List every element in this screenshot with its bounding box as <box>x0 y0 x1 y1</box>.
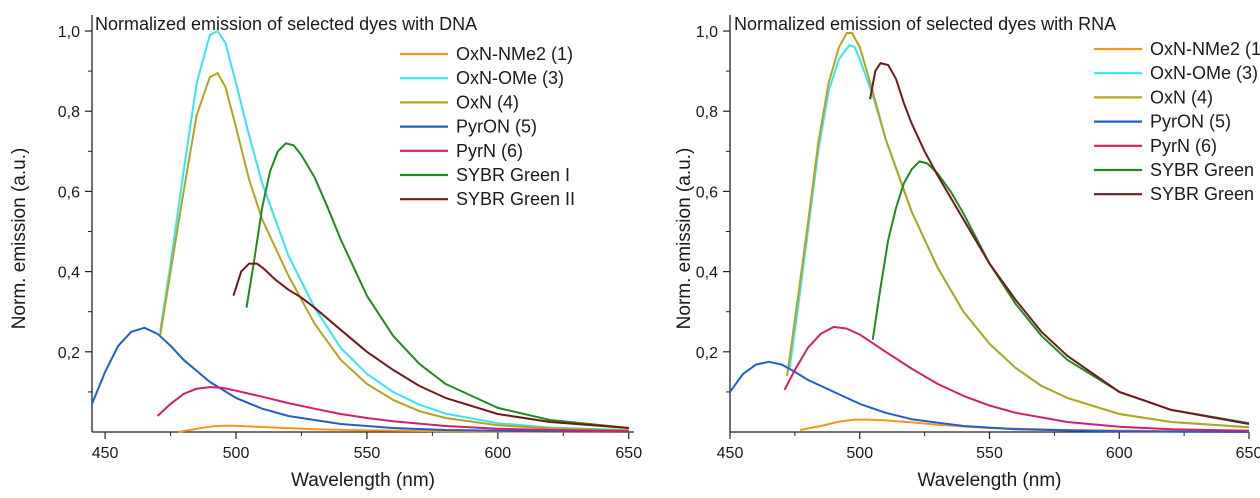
chart-1-series-pyrn-6 <box>156 386 629 433</box>
chart-2-x-tick-label: 600 <box>1106 445 1133 462</box>
chart-2-series-oxn-4 <box>786 32 1250 429</box>
chart-1-legend-label: OxN (4) <box>456 92 519 112</box>
chart-1-series-sybr-green-i <box>245 142 629 429</box>
chart-1-legend-label: SYBR Green II <box>456 189 575 209</box>
chart-2-legend-label: SYBR Green I <box>1150 160 1260 180</box>
chart-1-title: Normalized emission of selected dyes wit… <box>95 14 477 34</box>
chart-1-series-sybr-green-ii <box>232 262 629 429</box>
chart-1-x-tick-label: 650 <box>615 445 642 462</box>
chart-1-x-tick-label: 450 <box>92 445 119 462</box>
chart-1-y-tick-label: 0,6 <box>58 184 80 201</box>
chart-2-series-sybr-green-ii <box>869 62 1250 425</box>
chart-1-x-tick-label: 550 <box>354 445 381 462</box>
chart-2-y-tick-label: 0,4 <box>696 265 718 282</box>
chart-1-series-pyron-5 <box>91 326 629 433</box>
chart-1-y-tick-label: 0,4 <box>58 265 80 282</box>
chart-2-x-tick-label: 650 <box>1236 445 1260 462</box>
chart-2-y-tick-label: 0,6 <box>696 184 718 201</box>
chart-2-title: Normalized emission of selected dyes wit… <box>734 14 1116 34</box>
chart-2-x-axis-label: Wavelength (nm) <box>918 470 1062 491</box>
chart-1-x-axis-label: Wavelength (nm) <box>291 470 435 491</box>
chart-2-y-tick-label: 1,0 <box>696 24 718 41</box>
chart-2-y-tick-label: 0,2 <box>696 345 718 362</box>
chart-2-legend-label: PyrON (5) <box>1150 112 1231 132</box>
chart-1-y-tick-label: 0,8 <box>58 104 80 121</box>
chart-2-legend-label: OxN-OMe (3) <box>1150 63 1258 83</box>
chart-1-legend-label: OxN-OMe (3) <box>456 68 564 88</box>
chart-1-y-axis-label: Norm. emission (a.u.) <box>9 148 30 330</box>
chart-2-legend-label: OxN-NMe2 (1) <box>1150 39 1260 59</box>
chart-1-y-tick-label: 0,2 <box>58 345 80 362</box>
chart-2-series-pyron-5 <box>729 360 1250 433</box>
chart-2-series-sybr-green-i <box>871 160 1250 425</box>
chart-2: 450 500 550 600 650 0,2 0,4 0,6 0,8 1,0 OxN-NMe2 (… <box>674 14 1260 491</box>
chart-2-x-tick-label: 500 <box>846 445 873 462</box>
chart-2-legend-label: PyrN (6) <box>1150 136 1217 156</box>
chart-1-x-tick-label: 600 <box>484 445 511 462</box>
chart-1-y-tick-label: 1,0 <box>58 24 80 41</box>
chart-1-series-oxn-ome-3 <box>159 30 629 431</box>
chart-1-legend-label: SYBR Green I <box>456 165 570 185</box>
chart-1-legend-label: OxN-NMe2 (1) <box>456 44 573 64</box>
chart-2-x-tick-label: 450 <box>717 445 744 462</box>
chart-1-legend-label: PyrON (5) <box>456 117 537 137</box>
chart-1-series-oxn-4 <box>159 72 629 432</box>
chart-2-y-axis-label: Norm. emission (a.u.) <box>674 148 695 330</box>
chart-2-series-pyrn-6 <box>783 325 1250 432</box>
chart-1-legend-label: PyrN (6) <box>456 141 523 161</box>
chart-2-legend-label: OxN (4) <box>1150 87 1213 107</box>
chart-2-x-tick-label: 550 <box>976 445 1003 462</box>
chart-2-y-tick-label: 0,8 <box>696 104 718 121</box>
chart-1-x-tick-label: 500 <box>223 445 250 462</box>
chart-1: 450 500 550 600 650 0,2 0,4 0,6 0,8 1,0 OxN-NMe2 (… <box>9 14 642 491</box>
chart-2-legend-label: SYBR Green II <box>1150 184 1260 204</box>
